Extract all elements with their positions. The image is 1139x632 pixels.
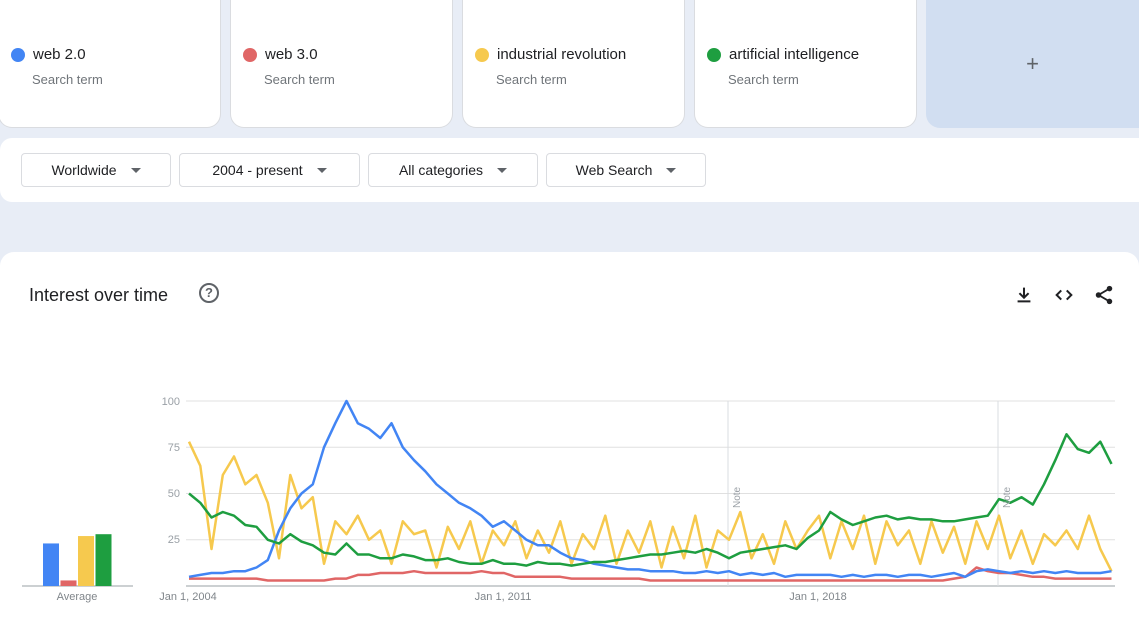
filter-bar: Worldwide 2004 - present All categories … bbox=[0, 138, 1139, 202]
y-tick-label: 50 bbox=[168, 488, 180, 500]
download-icon[interactable] bbox=[1013, 284, 1035, 306]
category-value: All categories bbox=[398, 162, 484, 178]
average-bar bbox=[43, 543, 59, 586]
term-label: web 3.0 bbox=[265, 46, 318, 63]
chevron-down-icon bbox=[497, 167, 508, 173]
term-sub: Search term bbox=[496, 72, 567, 87]
x-tick-label: Jan 1, 2004 bbox=[159, 591, 217, 603]
note-marker[interactable]: Note bbox=[732, 486, 743, 508]
term-sub: Search term bbox=[264, 72, 335, 87]
search-type-select[interactable]: Web Search bbox=[546, 153, 706, 187]
embed-code-icon[interactable] bbox=[1053, 284, 1075, 306]
term-card-2[interactable]: web 3.0 Search term bbox=[230, 0, 453, 128]
average-bar bbox=[78, 536, 94, 586]
series-line-artificial-intelligence bbox=[188, 433, 1113, 567]
x-tick-label: Jan 1, 2011 bbox=[475, 591, 532, 603]
panel-title: Interest over time bbox=[29, 285, 169, 305]
time-value: 2004 - present bbox=[212, 162, 303, 178]
term-label: artificial intelligence bbox=[729, 46, 860, 63]
series-line-industrial-revolution bbox=[187, 441, 1113, 572]
series-color-dot bbox=[475, 47, 489, 62]
add-term-button[interactable]: + bbox=[926, 0, 1139, 128]
chevron-down-icon bbox=[316, 167, 327, 173]
series-color-dot bbox=[243, 47, 257, 62]
chevron-down-icon bbox=[130, 167, 141, 173]
term-card-3[interactable]: industrial revolution Search term bbox=[462, 0, 685, 128]
region-value: Worldwide bbox=[51, 162, 117, 178]
note-marker[interactable]: Note bbox=[1002, 486, 1013, 508]
category-select[interactable]: All categories bbox=[368, 153, 538, 187]
chevron-down-icon bbox=[666, 167, 677, 173]
series-line-web-2-0 bbox=[188, 399, 1112, 579]
y-tick-label: 100 bbox=[162, 396, 180, 408]
series-color-dot bbox=[707, 47, 721, 62]
term-card-1[interactable]: web 2.0 Search term bbox=[0, 0, 221, 128]
average-label: Average bbox=[57, 591, 98, 603]
y-tick-label: 25 bbox=[168, 534, 180, 546]
time-select[interactable]: 2004 - present bbox=[179, 153, 360, 187]
y-tick-label: 75 bbox=[168, 442, 180, 454]
term-card-4[interactable]: artificial intelligence Search term bbox=[694, 0, 917, 128]
share-icon[interactable] bbox=[1093, 284, 1115, 306]
x-tick-label: Jan 1, 2018 bbox=[789, 591, 847, 603]
series-color-dot bbox=[11, 47, 25, 62]
term-label: web 2.0 bbox=[33, 46, 86, 63]
region-select[interactable]: Worldwide bbox=[21, 153, 171, 187]
term-label: industrial revolution bbox=[497, 46, 627, 63]
average-bar bbox=[95, 534, 112, 586]
search-type-value: Web Search bbox=[575, 162, 653, 178]
series-line-web-3-0 bbox=[189, 566, 1112, 582]
term-sub: Search term bbox=[728, 72, 799, 87]
help-icon[interactable]: ? bbox=[199, 283, 219, 303]
term-sub: Search term bbox=[32, 72, 103, 87]
average-bar bbox=[60, 580, 77, 586]
